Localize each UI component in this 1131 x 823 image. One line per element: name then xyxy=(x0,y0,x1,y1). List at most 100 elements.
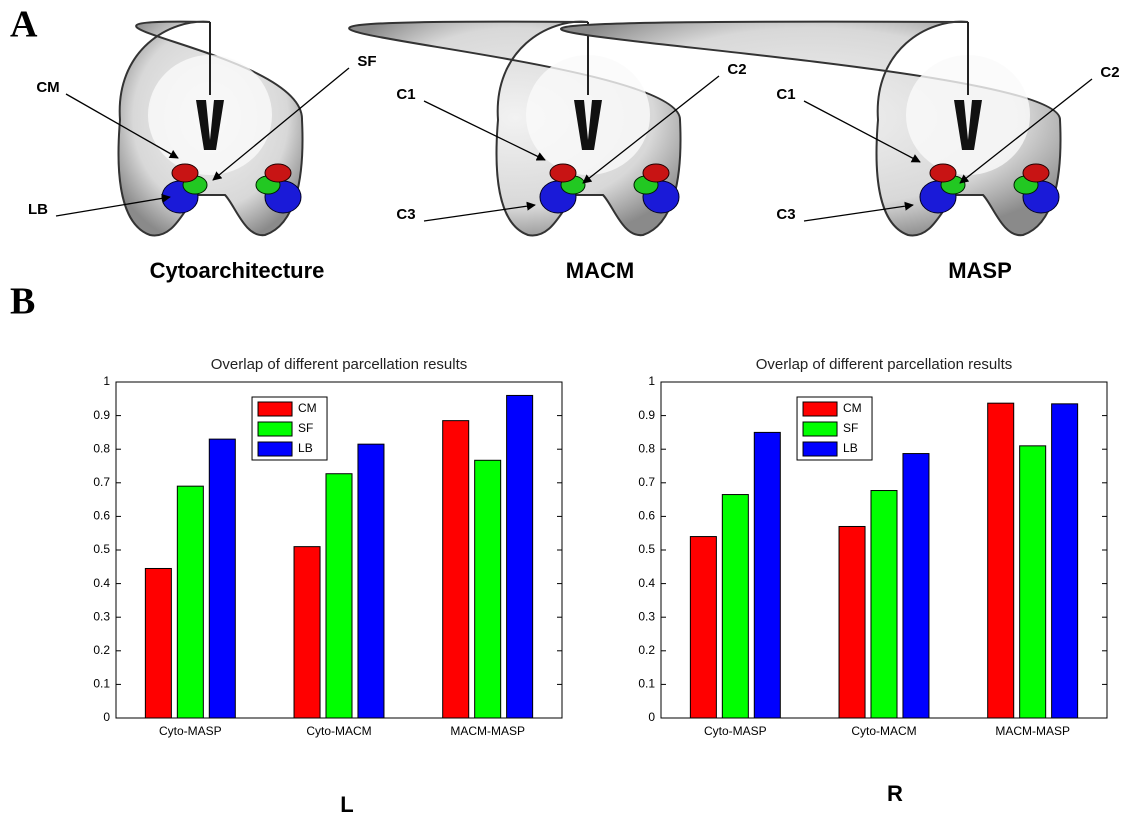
region-label: C1 xyxy=(396,86,415,103)
region-label: LB xyxy=(28,201,48,218)
x-tick-label: Cyto-MASP xyxy=(704,724,767,738)
legend-swatch xyxy=(257,441,293,457)
y-tick-label: 0.1 xyxy=(638,677,655,691)
y-tick-label: 1 xyxy=(103,374,110,388)
y-tick-label: 0 xyxy=(103,710,110,724)
bar xyxy=(721,494,749,719)
x-tick-label: Cyto-MACM xyxy=(851,724,916,738)
bar xyxy=(176,485,204,719)
blob xyxy=(929,163,957,183)
chart-title: Overlap of different parcellation result… xyxy=(211,356,468,373)
y-tick-label: 0.5 xyxy=(93,542,110,556)
y-tick-label: 0.8 xyxy=(93,441,110,455)
x-tick-label: MACM-MASP xyxy=(450,724,525,738)
bar xyxy=(506,394,534,719)
legend-swatch xyxy=(257,421,293,437)
blob xyxy=(1022,163,1050,183)
y-tick-label: 0.9 xyxy=(638,408,655,422)
axes-box xyxy=(660,381,1108,719)
arrow xyxy=(803,201,914,222)
legend-label: LB xyxy=(298,441,313,455)
ventricle xyxy=(196,100,224,150)
arrow xyxy=(65,93,179,159)
bar xyxy=(208,438,236,719)
brain xyxy=(348,20,682,237)
region-label: SF xyxy=(357,53,376,70)
legend-label: SF xyxy=(298,421,313,435)
arrow xyxy=(803,100,921,163)
legend-label: SF xyxy=(843,421,858,435)
y-tick-label: 0.4 xyxy=(638,576,655,590)
arrow xyxy=(423,201,536,222)
side-label: R xyxy=(887,781,903,806)
y-tick-label: 0.3 xyxy=(638,609,655,623)
region-label: CM xyxy=(36,79,59,96)
blob xyxy=(171,163,199,183)
legend-swatch xyxy=(802,401,838,417)
y-tick-label: 0.1 xyxy=(93,677,110,691)
y-tick-label: 0.4 xyxy=(93,576,110,590)
blob xyxy=(549,163,577,183)
bar xyxy=(902,453,930,719)
ventricle xyxy=(574,100,602,150)
region-label: C2 xyxy=(1100,64,1119,81)
bar xyxy=(689,536,717,719)
legend-swatch xyxy=(802,421,838,437)
y-tick-label: 0.9 xyxy=(93,408,110,422)
y-tick-label: 0.6 xyxy=(638,509,655,523)
panel-label: B xyxy=(10,281,35,323)
y-tick-label: 0.8 xyxy=(638,441,655,455)
bar xyxy=(987,402,1015,719)
y-tick-label: 0.3 xyxy=(93,609,110,623)
bar xyxy=(325,473,353,719)
legend-label: CM xyxy=(298,401,317,415)
blob xyxy=(264,163,292,183)
arrow xyxy=(212,67,350,181)
bar xyxy=(753,431,781,719)
x-tick-label: Cyto-MASP xyxy=(159,724,222,738)
axes-box xyxy=(115,381,563,719)
region-label: C2 xyxy=(727,61,746,78)
y-tick-label: 0.7 xyxy=(93,475,110,489)
y-tick-label: 0.2 xyxy=(93,643,110,657)
y-tick-label: 0.6 xyxy=(93,509,110,523)
bar xyxy=(1019,445,1047,719)
bar xyxy=(293,546,321,719)
brain-caption: MASP xyxy=(948,258,1012,283)
brain-caption: Cytoarchitecture xyxy=(150,258,325,283)
region-label: C3 xyxy=(396,206,415,223)
bar xyxy=(357,443,385,719)
region-label: C3 xyxy=(776,206,795,223)
legend-swatch xyxy=(802,441,838,457)
side-label: L xyxy=(340,792,353,817)
region-label: C1 xyxy=(776,86,795,103)
x-tick-label: Cyto-MACM xyxy=(306,724,371,738)
arrow xyxy=(582,75,720,184)
bar xyxy=(442,420,470,719)
white-matter xyxy=(526,55,650,175)
ventricle xyxy=(954,100,982,150)
chart-title: Overlap of different parcellation result… xyxy=(756,356,1013,373)
y-tick-label: 1 xyxy=(648,374,655,388)
y-tick-label: 0.5 xyxy=(638,542,655,556)
panel-label: A xyxy=(10,4,38,46)
arrow xyxy=(959,78,1093,184)
bar xyxy=(144,567,172,719)
y-tick-label: 0.7 xyxy=(638,475,655,489)
white-matter xyxy=(148,55,272,175)
white-matter xyxy=(906,55,1030,175)
legend-swatch xyxy=(257,401,293,417)
arrow xyxy=(423,100,546,161)
bar xyxy=(870,490,898,719)
blob xyxy=(642,163,670,183)
x-tick-label: MACM-MASP xyxy=(995,724,1070,738)
y-tick-label: 0.2 xyxy=(638,643,655,657)
arrow xyxy=(55,193,171,217)
brain-caption: MACM xyxy=(566,258,634,283)
bar xyxy=(1051,403,1079,719)
bar xyxy=(838,525,866,719)
legend-label: LB xyxy=(843,441,858,455)
bar xyxy=(474,459,502,719)
legend-label: CM xyxy=(843,401,862,415)
